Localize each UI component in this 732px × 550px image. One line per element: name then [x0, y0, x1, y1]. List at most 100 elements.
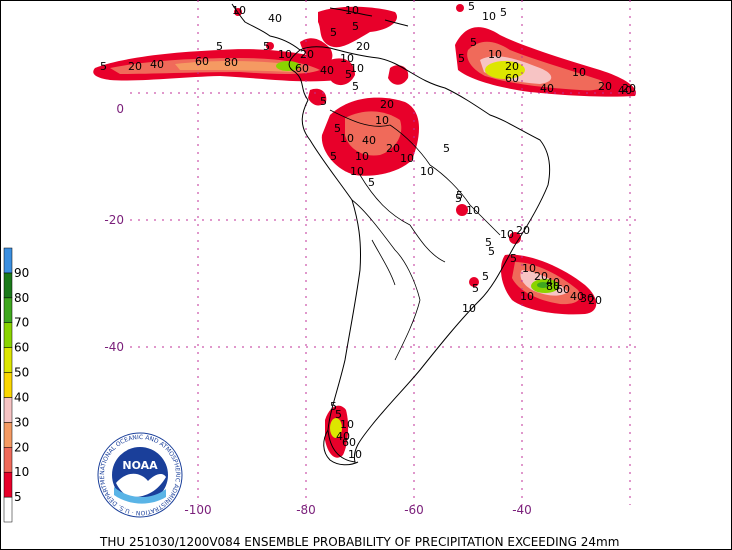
legend-label: 10 [14, 465, 29, 479]
lat-labels: 0 -20 -40 [104, 102, 124, 354]
contour-label: 60 [195, 55, 209, 68]
contour-label: 10 [340, 418, 354, 431]
contour-label: 5 [335, 408, 342, 421]
contour-label: 10 [278, 48, 292, 61]
coastlines [231, 3, 551, 466]
contour-label: 5 [468, 0, 475, 13]
legend-label: 40 [14, 390, 29, 404]
contour-label: 80 [546, 280, 560, 293]
contour-label: 5 [216, 40, 223, 53]
legend-label: 80 [14, 291, 29, 305]
contour-label: 20 [598, 80, 612, 93]
field-cell [456, 204, 468, 216]
field-colombia [327, 58, 355, 86]
legend-swatch [3, 272, 13, 299]
contour-label: 10 [232, 4, 246, 17]
legend-label: 70 [14, 316, 29, 330]
contour-label: 20 [386, 142, 400, 155]
contour-label: 40 [570, 290, 584, 303]
field-panama [300, 38, 333, 65]
contour-label: 5 [472, 282, 479, 295]
field-atlantic-north-peak [485, 61, 525, 79]
contour-label: 10 [345, 4, 359, 17]
lat-label-0: 0 [116, 102, 124, 116]
lon-label-minus80: -80 [296, 503, 316, 517]
field-venezuela [388, 65, 409, 85]
lon-label-minus60: -60 [404, 503, 424, 517]
contour-label: 20 [588, 294, 602, 307]
contour-label: 20 [534, 270, 548, 283]
contour-label: 5 [330, 400, 337, 413]
contour-label: 5 [443, 142, 450, 155]
contour-label: 10 [340, 52, 354, 65]
field-cell [456, 4, 464, 12]
lon-label-minus40: -40 [512, 503, 532, 517]
contour-label: 5 [334, 122, 341, 135]
contour-label: 30 [580, 292, 594, 305]
contour-label: 20 [300, 48, 314, 61]
contour-label: 5 [482, 270, 489, 283]
field-cell [266, 42, 274, 50]
contour-label: 40 [320, 64, 334, 77]
contour-label: 5 [368, 176, 375, 189]
contour-label: 10 [350, 62, 364, 75]
legend-swatch [3, 447, 13, 473]
contour-label: 10 [348, 448, 362, 461]
contour-label: 20 [380, 98, 394, 111]
contour-label: 10 [355, 150, 369, 163]
contour-label: 10 [462, 302, 476, 315]
contour-label: 80 [224, 56, 238, 69]
contour-label: 5 [456, 189, 463, 202]
noaa-logo: NOAA NATIONAL OCEANIC AND ATMOSPHERIC AD… [97, 432, 183, 518]
field-patagonia-core [330, 418, 342, 438]
lon-label-minus100: -100 [184, 503, 211, 517]
legend-label: 30 [14, 415, 29, 429]
contour-label: 40 [362, 134, 376, 147]
field-south-atlantic-max [537, 282, 549, 288]
legend-swatch [3, 422, 13, 448]
contour-label: 20 [128, 60, 142, 73]
contour-label: 40 [540, 82, 554, 95]
contour-label: 5 [320, 95, 327, 108]
contour-label: 10 [520, 290, 534, 303]
contour-label: 5 [345, 68, 352, 81]
contour-label: 5 [485, 236, 492, 249]
noaa-gull-icon [116, 473, 166, 497]
legend-label: 60 [14, 341, 29, 355]
legend-swatch [3, 496, 13, 523]
contour-label: 5 [330, 26, 337, 39]
contour-label: 5 [100, 60, 107, 73]
contour-label: 40 [150, 58, 164, 71]
legend-label: 20 [14, 440, 29, 454]
legend: 5 10 20 30 40 50 60 70 80 90 [3, 247, 29, 523]
noaa-logo-text: NOAA [122, 459, 158, 472]
field-cell [469, 277, 479, 287]
contour-label: 10 [482, 10, 496, 23]
contour-label: 60 [556, 283, 570, 296]
field-caribbean [318, 6, 398, 48]
contour-label: 5 [455, 192, 462, 205]
contour-label: 10 [420, 165, 434, 178]
contour-label: 60 [295, 62, 309, 75]
field-pacific-itcz-core [175, 61, 298, 72]
contour-label: 10 [500, 228, 514, 241]
lat-label-minus20: -20 [104, 213, 124, 227]
contour-label: 10 [488, 48, 502, 61]
contour-label: 5 [500, 6, 507, 19]
legend-swatch [3, 322, 13, 348]
contour-label: 5 [488, 245, 495, 258]
contour-label: 20 [516, 224, 530, 237]
contour-label: 20 [356, 40, 370, 53]
contour-label: 10 [572, 66, 586, 79]
legend-swatch [3, 372, 13, 398]
noaa-wave-icon [114, 487, 166, 504]
field-pacific-itcz-peak [276, 61, 300, 71]
legend-swatch [3, 297, 13, 323]
contour-label: 10 [340, 132, 354, 145]
contour-label: 5 [263, 40, 270, 53]
contour-label: 10 [466, 204, 480, 217]
legend-label: 5 [14, 490, 22, 504]
lat-label-minus40: -40 [104, 340, 124, 354]
patagonia-outline [323, 429, 359, 466]
